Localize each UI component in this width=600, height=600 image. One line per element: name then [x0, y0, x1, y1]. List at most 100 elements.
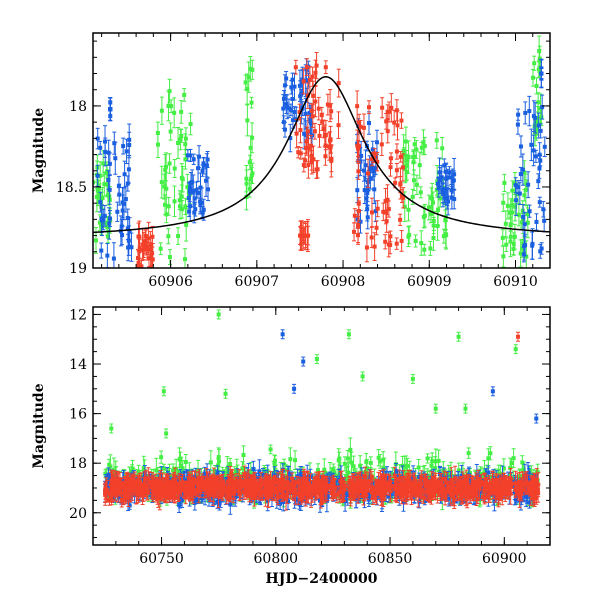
- red-data-point: [399, 118, 404, 123]
- green-data-point: [536, 100, 541, 105]
- top-panel-zoom: 60906 60907 60908 60909 60910 18 18.5 19 Magnitu…: [31, 32, 551, 290]
- red-data-point: [380, 105, 385, 110]
- green-data-point: [513, 204, 518, 209]
- red-data-point: [327, 138, 332, 143]
- x-tick-label: 60909: [407, 274, 452, 290]
- blue-data-point: [365, 215, 370, 220]
- green-data-point: [520, 246, 525, 251]
- green-data-point: [532, 61, 537, 66]
- green-data-point: [155, 130, 160, 135]
- red-data-point: [336, 81, 341, 86]
- red-data-point: [356, 209, 361, 214]
- green-data-point: [368, 460, 373, 465]
- green-data-point: [429, 195, 434, 200]
- red-data-point: [357, 120, 362, 125]
- blue-data-point: [195, 190, 200, 195]
- green-data-point: [482, 470, 487, 475]
- blue-data-point: [522, 222, 527, 227]
- green-data-point: [520, 460, 525, 465]
- green-data-point: [167, 161, 172, 166]
- red-data-point: [398, 217, 403, 222]
- green-data-point: [241, 453, 246, 458]
- green-data-point: [100, 196, 105, 201]
- blue-data-point: [521, 252, 526, 257]
- green-data-point: [246, 75, 251, 80]
- blue-data-point: [446, 199, 451, 204]
- green-data-point: [416, 465, 421, 470]
- red-data-point: [323, 143, 328, 148]
- green-data-point: [404, 163, 409, 168]
- red-data-point: [306, 146, 311, 151]
- blue-data-point: [289, 85, 294, 90]
- red-data-point: [372, 244, 377, 249]
- green-data-point: [98, 173, 103, 178]
- green-data-point: [208, 460, 213, 465]
- green-data-point: [412, 154, 417, 159]
- blue-data-point: [443, 186, 448, 191]
- blue-data-point: [538, 128, 543, 133]
- blue-data-point: [191, 157, 196, 162]
- bottom-panel-full-light-curve: 60750 60800 60850 609001214161820MagnitudeH…: [31, 306, 551, 587]
- x-tick-label: 60910: [493, 274, 538, 290]
- green-data-point: [184, 222, 189, 227]
- red-data-point: [379, 142, 384, 147]
- red-data-point: [356, 146, 361, 151]
- green-data-point: [501, 466, 506, 471]
- red-data-point: [369, 235, 374, 240]
- green-data-point: [244, 181, 249, 186]
- blue-data-point: [370, 166, 375, 171]
- blue-data-point: [292, 109, 297, 114]
- green-data-point: [180, 466, 185, 471]
- red-data-point: [305, 129, 310, 134]
- blue-data-point: [359, 153, 364, 158]
- blue-data-point: [442, 163, 447, 168]
- red-data-point: [364, 245, 369, 250]
- blue-data-point: [363, 163, 368, 168]
- blue-data-point: [284, 102, 289, 107]
- green-data-point: [172, 166, 177, 171]
- blue-data-point: [538, 158, 543, 163]
- green-data-point: [94, 194, 99, 199]
- red-data-point: [398, 182, 403, 187]
- x-tick-label: 60908: [321, 274, 366, 290]
- blue-data-point: [194, 188, 199, 193]
- blue-data-point: [111, 256, 116, 261]
- green-data-point: [105, 182, 110, 187]
- red-data-point: [309, 160, 314, 165]
- green-data-point: [422, 143, 427, 148]
- green-data-point: [402, 204, 407, 209]
- green-data-point: [183, 204, 188, 209]
- green-data-point: [288, 457, 293, 462]
- green-data-point: [177, 204, 182, 209]
- green-data-point: [435, 224, 440, 229]
- blue-data-point: [201, 207, 206, 212]
- blue-data-point: [537, 152, 542, 157]
- blue-data-point: [303, 111, 308, 116]
- green-data-point: [535, 469, 540, 474]
- red-data-point: [355, 104, 360, 109]
- green-data-point: [488, 475, 493, 480]
- red-data-point: [394, 168, 399, 173]
- green-data-point: [342, 461, 347, 466]
- green-data-point: [216, 459, 221, 464]
- green-data-point: [428, 246, 433, 251]
- green-data-point: [441, 234, 446, 239]
- green-data-point: [102, 182, 107, 187]
- red-data-point: [298, 151, 303, 156]
- red-data-point: [399, 238, 404, 243]
- green-data-point: [522, 170, 527, 175]
- green-data-point: [508, 239, 513, 244]
- green-data-point: [419, 241, 424, 246]
- green-data-point: [358, 463, 363, 468]
- blue-data-point: [374, 155, 379, 160]
- blue-data-point: [364, 196, 369, 201]
- green-data-point: [407, 232, 412, 237]
- green-data-point: [508, 210, 513, 215]
- green-data-point: [183, 136, 188, 141]
- plot-area: [93, 35, 550, 268]
- green-data-point: [430, 459, 435, 464]
- blue-data-point: [527, 209, 532, 214]
- green-data-point: [163, 167, 168, 172]
- blue-data-point: [107, 187, 112, 192]
